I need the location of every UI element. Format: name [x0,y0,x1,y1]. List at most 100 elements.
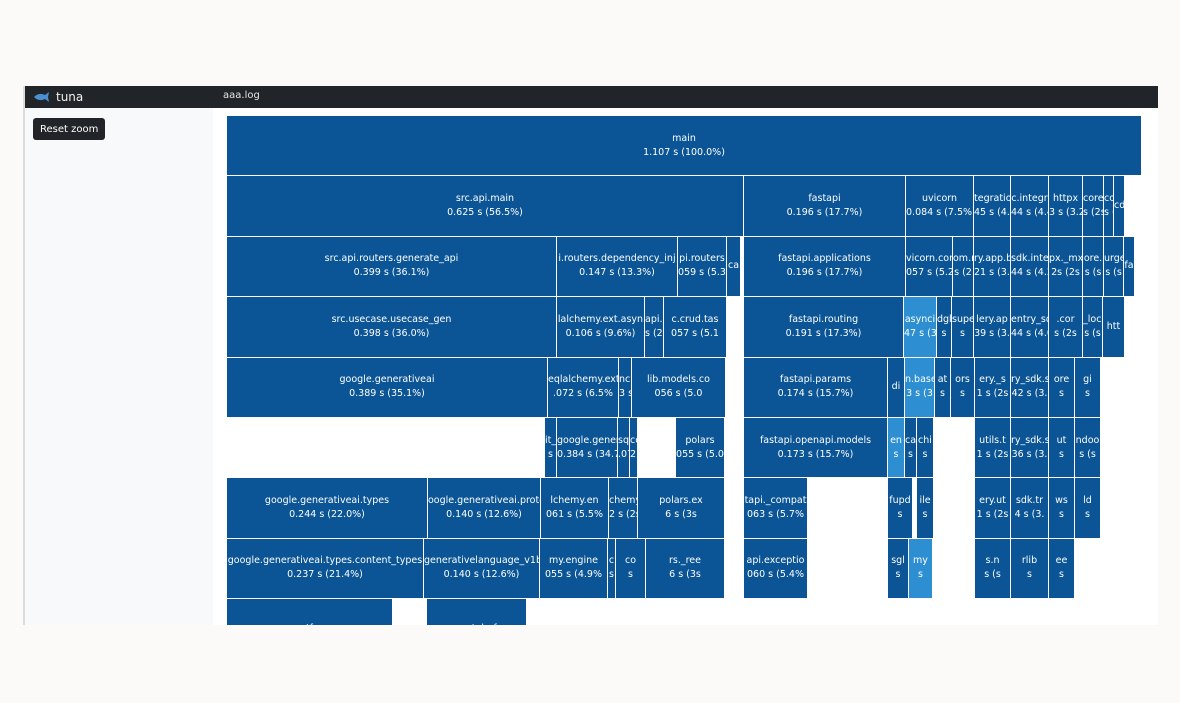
flame-block[interactable]: rs._ree 6 s (3s [646,538,725,600]
flame-block[interactable]: ut s [1049,418,1075,479]
flame-block[interactable]: fastapi.routing 0.191 s (17.3%) [744,297,904,358]
flame-block[interactable]: entry_sd 44 s (4.0 [1011,297,1049,358]
flame-block[interactable]: sdk.tr 4 s (3. [1011,478,1049,539]
flame-block-label: lalchemy.ext.asyn [557,313,644,325]
flame-block[interactable]: utils.t 1 s (2s [975,418,1011,479]
flame-block[interactable]: rlib s [1011,538,1049,600]
flame-block[interactable]: api.de s (2s [645,297,664,358]
flame-block-label: ry_sdk.sn [1011,434,1048,446]
flame-block[interactable]: httpx 3 s (3.2 [1049,176,1083,237]
flame-block-value: 0.106 s (9.6%) [565,327,636,339]
flame-block[interactable]: chemy 2 s (2s [609,478,638,539]
flame-block[interactable]: ncmy 3 s (2s [619,357,632,418]
flame-block-text: ery.ut 1 s (2s [975,494,1010,522]
flame-block[interactable]: fastapi.openapi.models 0.173 s (15.7%) [744,418,888,479]
flame-block[interactable]: tf [227,599,393,625]
brand[interactable]: tuna [33,88,83,106]
flame-block[interactable]: api.exceptio 060 s (5.4% [744,538,808,600]
reset-zoom-button[interactable]: Reset zoom [33,118,106,140]
flame-block[interactable]: src.api.main 0.625 s (56.5%) [227,176,744,237]
flame-block[interactable]: ery.ut 1 s (2s [975,478,1011,539]
flame-block[interactable]: polars 055 s (5.0 [676,418,725,479]
flame-block[interactable]: eqlalchemy.ext.asy .072 s (6.5% [548,357,619,418]
flame-block[interactable]: polars.ex 6 s (3s [638,478,725,539]
flame-block[interactable]: sgl s [888,538,909,600]
flame-block[interactable]: ry_sdk.sc 42 s (3. [1011,357,1049,418]
flame-block[interactable]: main 1.107 s (100.0%) [227,116,1142,177]
flame-block-value: s [1059,509,1064,521]
flame-block[interactable]: ws s [1049,478,1075,539]
flame-block[interactable]: generativelanguage_v1b 0.140 s (12.6%) [424,538,540,600]
flame-block[interactable]: core. s (2s [1083,176,1104,237]
flame-block-text: urge s (s [1104,252,1123,280]
flame-block[interactable]: google.generativeai.caching 0.384 s (34.7… [557,418,618,479]
flame-block[interactable]: tegratio 45 s (4.4 [974,176,1011,237]
flame-block[interactable]: i.routers.dependency_inj 0.147 s (13.3%) [557,236,678,298]
flame-block[interactable]: ry.app.b 21 s (3.4 [974,236,1011,298]
flame-block[interactable]: pi.routers 059 s (5.3 [678,236,727,298]
flame-block[interactable]: uvicorn 0.084 s (7.5%) [906,176,974,237]
flame-block[interactable]: urge s (s [1104,236,1124,298]
flame-block[interactable]: ore. s (s [1083,236,1104,298]
flame-block[interactable]: lib.models.co 056 s (5.0 [632,357,726,418]
flame-block-text: polars 055 s (5.0 [676,434,724,462]
flame-block[interactable]: om.r s (2 [953,236,974,298]
flame-block[interactable]: tapi._compat 063 s (5.7% [744,478,808,539]
flame-block[interactable]: my.engine 055 s (4.9% [540,538,608,600]
flame-block[interactable]: google.generativeai.types.content_types 0… [227,538,424,600]
flame-block[interactable]: chi s [917,418,934,479]
flame-block[interactable]: _locss (s [1083,297,1103,358]
flame-block[interactable]: asynci 47 s (3 [904,297,937,358]
flame-block[interactable]: at s [935,357,951,418]
flame-block[interactable]: ndoo s (s [1075,418,1101,479]
flame-block[interactable]: ee s [1049,538,1075,600]
flame-block[interactable]: conc s (2 [1104,176,1114,237]
flame-block[interactable]: src.usecase.usecase_gen 0.398 s (36.0%) [227,297,557,358]
flame-block[interactable]: px._mx 2s (2s [1049,236,1083,298]
flame-block[interactable]: supe s [952,297,974,358]
flame-block[interactable]: cd [1114,176,1125,237]
flame-block[interactable]: di [888,357,905,418]
flame-block[interactable]: ile s [917,478,934,539]
flame-block[interactable]: fastapi.applications 0.196 s (17.7%) [744,236,906,298]
flame-block[interactable]: ore s [1049,357,1075,418]
flame-block[interactable]: google.generativeai 0.389 s (35.1%) [227,357,548,418]
flame-block[interactable]: gi s [1075,357,1101,418]
flame-block[interactable]: en s [888,418,905,479]
flame-block[interactable]: sqlalchemy.ext.asy .072 s (6.5% [618,418,630,479]
flame-block[interactable]: fastapi 0.196 s (17.7%) [744,176,906,237]
flame-block[interactable]: ca [727,236,741,298]
flame-block[interactable]: lalchemy.ext.asyn 0.106 s (9.6%) [557,297,645,358]
flame-block-text: conc s (2 [1104,192,1113,220]
flame-block[interactable]: .cor s (2s [1049,297,1083,358]
flame-block[interactable]: protobuf [427,599,527,625]
flame-block[interactable]: lery.ap 39 s (3. [974,297,1011,358]
flame-block[interactable]: ery._s 1 s (2s [975,357,1011,418]
flame-block[interactable]: cas s [905,418,917,479]
flame-block[interactable]: ry_sdk.sn 36 s (3. [1011,418,1049,479]
flame-block-label: c [608,555,615,567]
flame-block[interactable]: it_ s [545,418,557,479]
flame-block[interactable]: ld s [1075,478,1101,539]
flame-block[interactable]: dgl s [937,297,952,358]
flame-block[interactable]: n.base 3 s (3 [905,357,935,418]
flame-block[interactable]: google.generativeai.types 0.244 s (22.0%) [227,478,428,539]
flame-block[interactable]: fa [1124,236,1135,298]
flame-block[interactable]: fupd s [888,478,913,539]
flame-block[interactable]: oogle.generativeai.proto 0.140 s (12.6%) [428,478,541,539]
flame-block[interactable]: my s [909,538,933,600]
flame-block[interactable]: cc 2 s (2s [630,418,638,479]
flame-block[interactable]: htt [1103,297,1125,358]
flame-block[interactable]: sdk.inte 44 s (4.2 [1011,236,1049,298]
flame-block[interactable]: src.api.routers.generate_api 0.399 s (36.… [227,236,557,298]
flame-block[interactable]: ors s [951,357,975,418]
flame-block[interactable]: co s [616,538,646,600]
flame-block[interactable]: c.integr 44 s (4.4 [1011,176,1049,237]
flame-block-text: ors s [951,373,974,401]
flame-block[interactable]: lchemy.en 061 s (5.5% [541,478,609,539]
flame-block[interactable]: vicorn.conf 057 s (5.2 [906,236,953,298]
flame-block[interactable]: fastapi.params 0.174 s (15.7%) [744,357,888,418]
flame-block[interactable]: c.crud.tas 057 s (5.1 [664,297,727,358]
flame-block[interactable]: s.n s (s [975,538,1011,600]
